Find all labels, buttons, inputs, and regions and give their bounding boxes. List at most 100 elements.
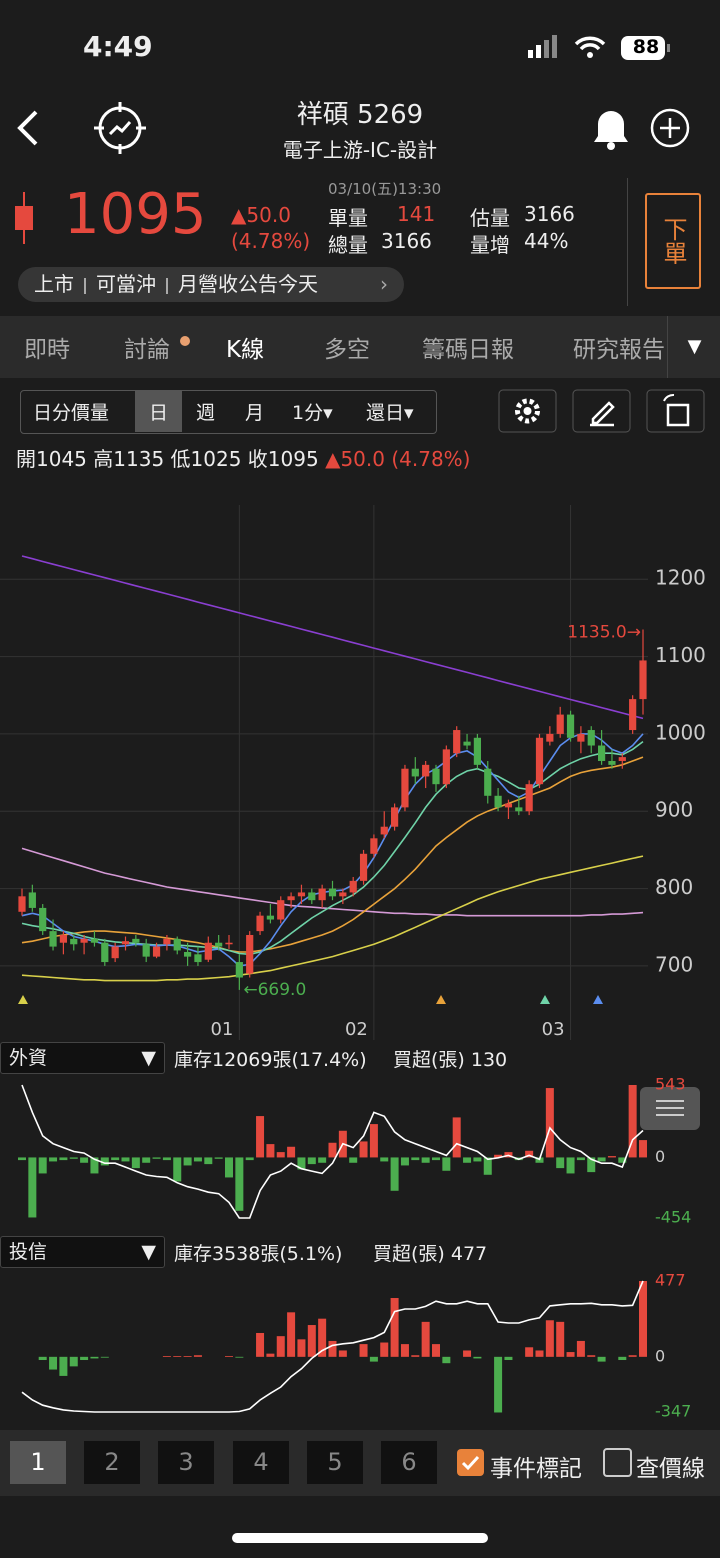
- checkbox-checked[interactable]: [456, 1448, 486, 1478]
- indicator-select[interactable]: 投信 ▼: [0, 1236, 165, 1268]
- page-button[interactable]: 6: [381, 1441, 437, 1484]
- bar: [587, 1355, 596, 1357]
- candle-body: [525, 784, 533, 812]
- candle-body: [121, 941, 130, 945]
- candle-body: [328, 888, 337, 897]
- candle-body: [432, 768, 440, 785]
- y-tick-label: 0: [655, 1147, 665, 1166]
- bar: [556, 1321, 565, 1357]
- bar: [266, 1144, 275, 1158]
- candle-body: [380, 826, 388, 835]
- bar: [204, 1157, 213, 1165]
- bar: [69, 1157, 78, 1159]
- order-button[interactable]: 下單: [645, 193, 701, 289]
- header-icons: [17, 102, 690, 154]
- bar: [318, 1318, 327, 1357]
- bar: [400, 1344, 409, 1357]
- candle-body: [391, 807, 399, 827]
- event-marker[interactable]: [436, 995, 446, 1004]
- bar: [400, 1157, 409, 1166]
- period-option[interactable]: 月: [245, 402, 265, 424]
- inventory-line: [21, 1084, 644, 1219]
- page-button[interactable]: 5: [307, 1441, 363, 1484]
- tab[interactable]: 多空: [324, 337, 370, 363]
- net-buy: 買超(張) 477: [373, 1239, 487, 1266]
- stat-value: 3166: [524, 202, 575, 226]
- period-option[interactable]: 日分價量: [33, 402, 110, 424]
- bar: [287, 1146, 296, 1158]
- candle-body: [277, 900, 285, 920]
- back-button[interactable]: [17, 110, 38, 146]
- rotate-button[interactable]: [646, 389, 705, 433]
- bar: [349, 1157, 358, 1163]
- scroll-icon: [656, 1100, 684, 1116]
- period-option[interactable]: 週: [196, 402, 216, 424]
- candle-body: [225, 942, 233, 945]
- page-button[interactable]: 3: [158, 1441, 214, 1484]
- page-button[interactable]: 1: [10, 1441, 66, 1484]
- stat-value: 44%: [524, 229, 569, 253]
- candle-body: [215, 942, 223, 947]
- candle-body: [18, 896, 26, 912]
- candle-body: [132, 938, 140, 943]
- period-option[interactable]: 日: [149, 402, 169, 424]
- tab-active[interactable]: K線: [226, 337, 265, 363]
- bar: [359, 1141, 368, 1158]
- candle-body: [515, 807, 523, 812]
- bar: [607, 1156, 616, 1158]
- tab[interactable]: 研究報告: [573, 337, 665, 363]
- bar: [214, 1157, 223, 1159]
- draw-button[interactable]: [572, 389, 631, 433]
- tag-pill[interactable]: 上市 可當沖 月營收公告今天 ›: [18, 267, 404, 302]
- checkbox[interactable]: [603, 1448, 632, 1477]
- target-icon[interactable]: [94, 102, 146, 154]
- bar: [193, 1355, 202, 1357]
- candle-body: [266, 915, 274, 920]
- divider: [627, 178, 628, 306]
- bar: [256, 1116, 265, 1158]
- tab[interactable]: 討論: [124, 337, 170, 363]
- bar: [576, 1340, 585, 1357]
- settings-button[interactable]: [498, 389, 557, 433]
- net-buy: 買超(張) 130: [393, 1045, 507, 1072]
- adjust-option[interactable]: 還日▾: [366, 402, 414, 424]
- ohlc-value: 1135: [113, 447, 165, 471]
- bar: [90, 1356, 99, 1359]
- ohlc-label: 低: [170, 447, 191, 471]
- y-tick-label: 900: [655, 798, 693, 822]
- event-marker[interactable]: [593, 995, 603, 1004]
- checkbox-label[interactable]: 事件標記: [490, 1456, 582, 1482]
- net-buy-label: 買超(張): [393, 1049, 465, 1071]
- bar: [442, 1356, 451, 1364]
- bell-button[interactable]: [594, 111, 628, 150]
- candle-body: [318, 888, 326, 901]
- bar: [142, 1157, 151, 1163]
- candle-body: [629, 699, 637, 731]
- indicator-select[interactable]: 外資 ▼: [0, 1042, 165, 1074]
- bar: [432, 1344, 440, 1357]
- candle-body: [152, 946, 161, 957]
- event-marker[interactable]: [540, 995, 550, 1004]
- bar: [183, 1157, 192, 1166]
- candle-body: [546, 733, 554, 742]
- candle-body: [39, 907, 47, 932]
- page-button[interactable]: 2: [84, 1441, 140, 1484]
- candle-body: [401, 768, 409, 808]
- checkbox-label[interactable]: 查價線: [636, 1456, 705, 1482]
- add-button[interactable]: [650, 108, 690, 148]
- bar: [618, 1356, 627, 1361]
- ohlc-label: 高: [93, 447, 114, 471]
- bar: [483, 1157, 492, 1175]
- sep: [84, 277, 86, 294]
- tab[interactable]: 即時: [24, 337, 70, 363]
- bar: [639, 1140, 647, 1158]
- page-button[interactable]: 4: [233, 1441, 289, 1484]
- tab[interactable]: 籌碼日報: [422, 337, 514, 363]
- bar: [225, 1157, 233, 1178]
- candle-body: [204, 942, 212, 960]
- period-option[interactable]: 1分▾: [292, 402, 333, 424]
- candle-body: [59, 934, 67, 943]
- tab-more[interactable]: ▼: [667, 316, 720, 378]
- event-marker[interactable]: [18, 995, 28, 1004]
- bar: [597, 1356, 606, 1362]
